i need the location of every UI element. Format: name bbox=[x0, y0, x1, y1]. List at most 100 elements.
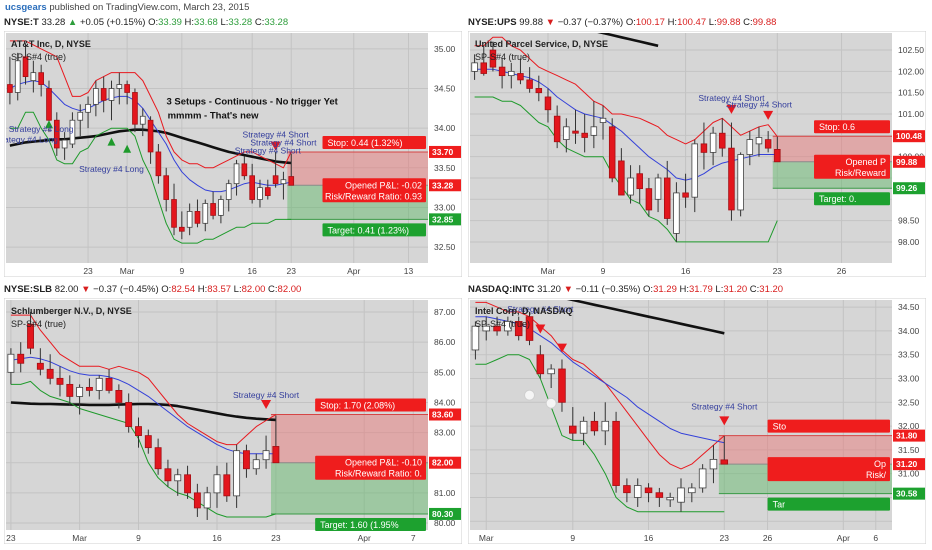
slow-moving-average bbox=[597, 33, 659, 48]
candle bbox=[644, 483, 653, 503]
x-tick-label: Apr bbox=[358, 533, 371, 543]
stop-box-text: Sto bbox=[773, 422, 787, 432]
author-link[interactable]: ucsgears bbox=[5, 2, 47, 13]
candle-body bbox=[46, 88, 52, 121]
candle-body bbox=[61, 139, 68, 149]
strategy-annotation: Strategy #4 Short bbox=[726, 100, 793, 110]
price-tag-bg bbox=[429, 179, 461, 192]
candle-body bbox=[558, 368, 566, 403]
x-axis: Mar 9 16 23 26 bbox=[541, 266, 847, 276]
x-tick-label: Apr bbox=[837, 533, 850, 543]
y-tick-label: 31.50 bbox=[898, 445, 920, 455]
open-value: 82.54 bbox=[171, 284, 196, 295]
symbol[interactable]: NYSE:UPS bbox=[468, 17, 517, 28]
candle-body bbox=[223, 474, 231, 497]
candle-body bbox=[252, 459, 260, 470]
y-tick-label: 98.50 bbox=[898, 216, 920, 226]
candle bbox=[627, 165, 634, 204]
candle bbox=[688, 483, 696, 503]
candle bbox=[517, 58, 524, 85]
x-tick-label: 9 bbox=[179, 266, 184, 276]
open-value: 31.29 bbox=[653, 284, 677, 295]
strategy-annotation: Strategy #4 Short bbox=[235, 146, 302, 156]
symbol[interactable]: NYSE:T bbox=[4, 17, 39, 28]
candle-body bbox=[85, 103, 91, 113]
candle bbox=[203, 486, 211, 520]
candle-body bbox=[272, 175, 279, 185]
candle-body bbox=[66, 383, 74, 397]
candle bbox=[579, 416, 588, 446]
candle-body bbox=[590, 420, 599, 432]
candle bbox=[288, 153, 295, 186]
candle-body bbox=[124, 84, 130, 93]
candle-body bbox=[218, 199, 224, 216]
stop-price-tag: 83.60 bbox=[429, 408, 461, 421]
candle-body bbox=[627, 177, 634, 196]
rr-text: Risk/Reward Ratio: 0. bbox=[335, 469, 422, 479]
candle-body bbox=[654, 177, 662, 200]
candle-body bbox=[623, 485, 631, 494]
candle bbox=[184, 465, 192, 499]
candle-body bbox=[262, 450, 270, 461]
candle-body bbox=[95, 377, 103, 391]
candle bbox=[56, 366, 64, 397]
price-tag-text: 82.00 bbox=[432, 458, 454, 468]
stop-price-tag: 33.70 bbox=[429, 145, 461, 158]
symbol[interactable]: NASDAQ:INTC bbox=[468, 284, 535, 295]
candle bbox=[7, 56, 13, 105]
chart-panel-slb[interactable]: 80.00 81.00 82.00 83.00 84.00 85.00 86.00 87.00… bbox=[4, 298, 462, 544]
candle-body bbox=[755, 137, 763, 145]
pl-rr-box-bg bbox=[322, 178, 426, 203]
candle bbox=[272, 151, 279, 188]
candle-body bbox=[719, 132, 726, 149]
candle bbox=[489, 41, 497, 72]
candle bbox=[700, 122, 708, 170]
candle-body bbox=[174, 474, 182, 482]
candle-body bbox=[590, 126, 598, 136]
rr-text: Risk/Reward Ratio: 0.93 bbox=[325, 191, 422, 201]
target-box-text: Target: 0.41 (1.23%) bbox=[328, 225, 410, 235]
candle bbox=[553, 105, 561, 149]
pl-rr-box-bg bbox=[767, 457, 890, 482]
candle-body bbox=[85, 386, 93, 391]
target-box: Target: 0.41 (1.23%) bbox=[322, 223, 426, 237]
pl-text: Opened P bbox=[845, 157, 886, 167]
chart-panel-ups[interactable]: 98.0098.50100.00101.00101.50102.00102.50… bbox=[468, 31, 926, 277]
price-tag-bg bbox=[429, 456, 461, 469]
y-tick-label: 31.00 bbox=[898, 469, 920, 479]
candle bbox=[242, 444, 250, 478]
high-value: 33.68 bbox=[194, 17, 218, 28]
y-tick-label: 87.00 bbox=[434, 307, 456, 317]
candle-body bbox=[100, 88, 107, 101]
upper-band-line bbox=[10, 314, 277, 446]
candle-body bbox=[563, 126, 570, 141]
candle-body bbox=[280, 179, 287, 185]
candle-body bbox=[225, 183, 232, 200]
target-box-bg bbox=[767, 497, 890, 511]
long-signal-arrow bbox=[44, 120, 53, 129]
candle bbox=[618, 148, 625, 196]
candle-body bbox=[7, 84, 13, 93]
last-price: 82.00 bbox=[54, 284, 79, 295]
stop-box-text: Stop: 0.6 bbox=[819, 122, 855, 132]
stop-box-bg bbox=[814, 120, 890, 134]
strategy-annotation: Strategy #4 Short bbox=[250, 138, 317, 148]
candle-body bbox=[709, 132, 717, 153]
target-price-tag: 80.30 bbox=[429, 507, 461, 520]
fast-moving-average bbox=[474, 68, 778, 181]
candle bbox=[36, 348, 44, 376]
symbol[interactable]: NYSE:SLB bbox=[4, 284, 53, 295]
candle-body bbox=[154, 447, 162, 470]
chart-panel-intc[interactable]: 31.00 31.50 32.00 32.50 33.00 33.50 34.00 34.50… bbox=[468, 298, 926, 544]
candle bbox=[85, 96, 91, 129]
candle bbox=[249, 163, 255, 204]
candle bbox=[720, 436, 729, 465]
y-tick-label: 34.50 bbox=[434, 84, 456, 94]
x-tick-label: 23 bbox=[6, 533, 16, 543]
y-tick-label: 33.50 bbox=[898, 350, 920, 360]
high-value: 83.57 bbox=[207, 284, 232, 295]
candle-body bbox=[14, 60, 21, 93]
change: −0.37 (−0.45%) bbox=[93, 284, 159, 295]
